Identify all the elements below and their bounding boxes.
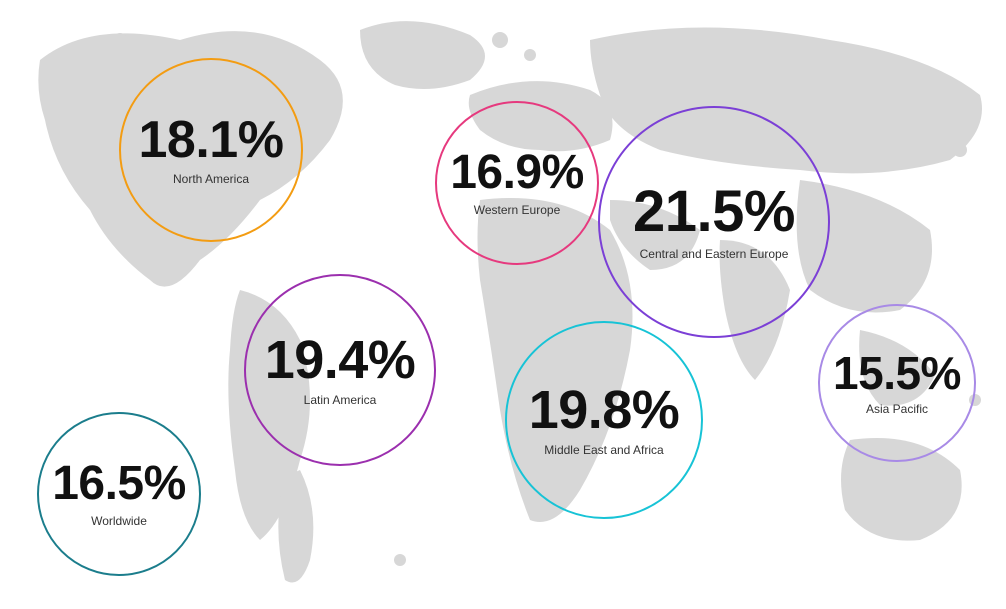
bubble-label: North America bbox=[173, 172, 249, 186]
bubble-value: 16.5% bbox=[52, 460, 186, 508]
bubble-label: Central and Eastern Europe bbox=[640, 247, 789, 261]
bubble-value: 19.8% bbox=[529, 383, 680, 437]
bubble-asia-pacific: 15.5% Asia Pacific bbox=[818, 304, 976, 462]
bubble-label: Asia Pacific bbox=[866, 402, 928, 416]
bubble-label: Worldwide bbox=[91, 514, 147, 528]
bubble-north-america: 18.1% North America bbox=[119, 58, 303, 242]
bubble-label: Western Europe bbox=[474, 203, 561, 217]
bubble-middle-east-africa: 19.8% Middle East and Africa bbox=[505, 321, 703, 519]
bubble-latin-america: 19.4% Latin America bbox=[244, 274, 436, 466]
bubble-value: 21.5% bbox=[633, 183, 795, 241]
bubble-label: Middle East and Africa bbox=[544, 443, 663, 457]
bubble-value: 16.9% bbox=[450, 149, 584, 197]
bubble-value: 18.1% bbox=[139, 114, 284, 166]
bubble-label: Latin America bbox=[304, 393, 377, 407]
bubble-value: 15.5% bbox=[833, 350, 961, 396]
bubble-value: 19.4% bbox=[265, 333, 416, 387]
bubble-worldwide: 16.5% Worldwide bbox=[37, 412, 201, 576]
bubble-western-europe: 16.9% Western Europe bbox=[435, 101, 599, 265]
bubble-central-eastern-europe: 21.5% Central and Eastern Europe bbox=[598, 106, 830, 338]
